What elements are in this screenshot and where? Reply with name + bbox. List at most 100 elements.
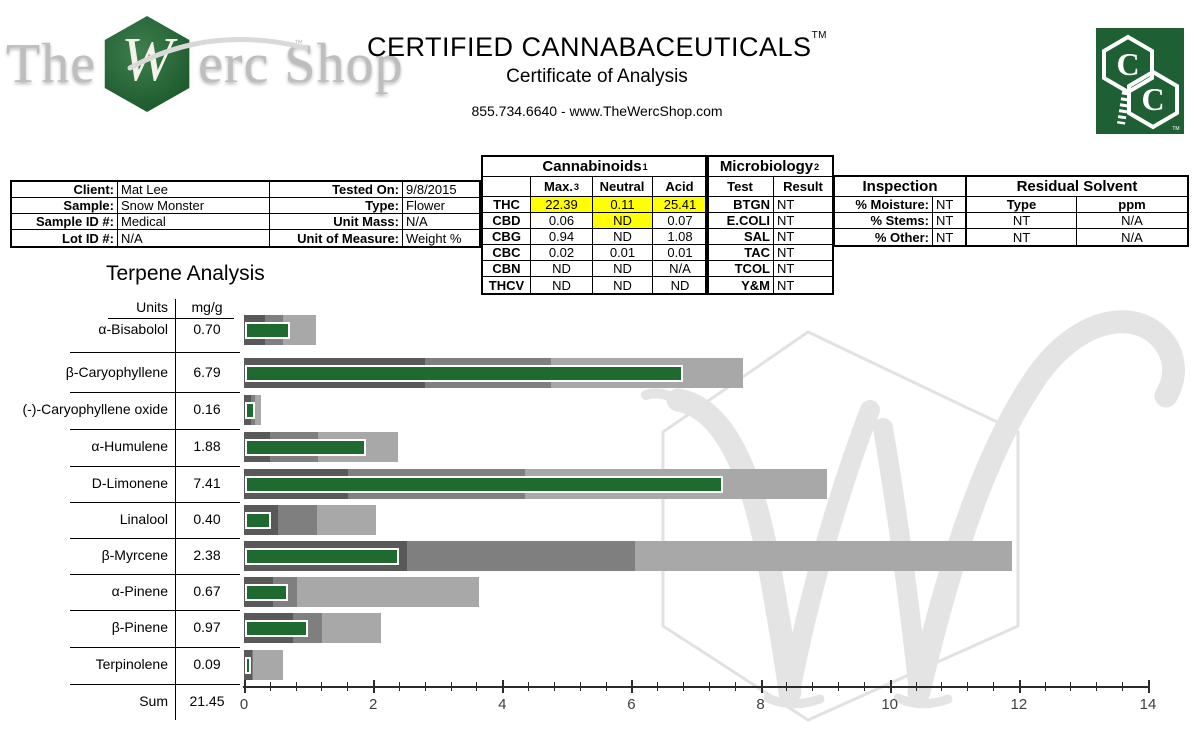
cc-letter-2: C — [1141, 81, 1164, 117]
bar-sample-value — [245, 439, 367, 456]
info-label: Type: — [270, 198, 403, 214]
axis-minor-tick — [347, 682, 349, 691]
terpene-label: Linalool — [119, 511, 168, 527]
cannabinoid-value: 0.94 — [531, 229, 593, 245]
axis-tick-label: 6 — [627, 696, 636, 713]
terpene-sum-label: Sum — [139, 693, 168, 709]
cannabinoid-value: ND — [593, 229, 653, 245]
cannabinoid-value: 1.08 — [653, 229, 707, 245]
terpene-row-line — [70, 610, 240, 611]
terpene-label: α-Humulene — [91, 438, 168, 454]
info-label: Lot ID #: — [12, 230, 118, 246]
microbiology-result: NT — [774, 229, 832, 245]
bar-range-light — [254, 395, 261, 425]
terpene-row-line — [70, 352, 240, 353]
terpene-sum-value: 21.45 — [189, 693, 225, 709]
document-title: CERTIFIED CANNABACEUTICALSTM — [297, 30, 897, 63]
contact-line: 855.734.6640 - www.TheWercShop.com — [471, 103, 723, 119]
terpene-row-line — [70, 429, 240, 430]
terpene-value: 0.09 — [193, 656, 221, 672]
axis-minor-tick — [321, 682, 323, 691]
axis-major-tick — [889, 680, 892, 693]
axis-minor-tick — [657, 682, 659, 691]
axis-minor-tick — [786, 682, 788, 691]
terpene-label: β-Myrcene — [101, 547, 168, 563]
bar-range-mid — [277, 505, 317, 535]
axis-minor-tick — [734, 682, 736, 691]
cannabinoid-name: CBG — [483, 229, 531, 245]
axis-minor-tick — [295, 682, 297, 691]
info-value: Weight % — [406, 230, 462, 246]
inspection-table: Inspection% Moisture: NT% Stems: NT% Other… — [833, 175, 967, 247]
info-value: Snow Monster — [118, 198, 270, 214]
info-value: Medical — [118, 214, 270, 230]
axis-major-tick — [631, 680, 634, 693]
axis-minor-tick — [812, 682, 814, 691]
terpene-table-divider — [175, 299, 176, 720]
info-value: 9/8/2015 — [403, 182, 479, 198]
inspection-value: NT — [933, 197, 965, 213]
axis-major-tick — [373, 680, 376, 693]
terpene-label: α-Pinene — [111, 583, 168, 599]
axis-minor-tick — [967, 682, 969, 691]
inspection-label: % Stems: — [835, 213, 933, 229]
info-label: Unit Mass: — [270, 214, 403, 230]
bar-sample-value — [245, 322, 291, 339]
cannabinoid-name: CBN — [483, 261, 531, 277]
axis-minor-tick — [553, 682, 555, 691]
residual-ppm-value: N/A — [1121, 229, 1143, 245]
axis-tick-label: 12 — [1010, 696, 1028, 713]
cannabinoids-title: Cannabinoids 1 — [483, 157, 707, 177]
inspection-label: % Other: — [835, 229, 933, 245]
terpene-label: β-Pinene — [111, 619, 168, 635]
terpene-label: β-Caryophyllene — [65, 364, 168, 380]
info-label: Sample: — [12, 198, 118, 214]
terpene-value: 6.79 — [193, 364, 221, 380]
microbiology-test: BTGN — [707, 197, 774, 213]
axis-minor-tick — [1044, 682, 1046, 691]
axis-minor-tick — [1096, 682, 1098, 691]
terpene-label: D-Limonene — [91, 475, 168, 491]
terpene-value: 0.16 — [193, 401, 221, 417]
axis-minor-tick — [1070, 682, 1072, 691]
cannabinoid-value: 0.01 — [593, 245, 653, 261]
cc-hexagon-2 — [1127, 69, 1179, 130]
cannabinoids-col-header: Max. 3 — [531, 177, 593, 197]
document-header: CERTIFIED CANNABACEUTICALSTM Certificate… — [297, 30, 897, 119]
terpene-row-line — [70, 647, 240, 648]
axis-tick-label: 14 — [1139, 696, 1157, 713]
microbiology-col-header: Result — [774, 177, 832, 197]
bar-range-mid — [251, 650, 254, 680]
logo-text-rest: erc Shop — [198, 33, 404, 95]
cc-letter-1: C — [1116, 46, 1139, 82]
axis-tick-label: 2 — [368, 696, 378, 713]
bar-sample-value — [245, 476, 724, 493]
residual-col-header: Type — [967, 197, 1077, 213]
residual-ppm-value: N/A — [1077, 213, 1187, 229]
inspection-value: NT — [936, 229, 954, 245]
bar-range-light — [296, 577, 480, 607]
residual-solvent-table: Residual Solvent Type ppm NT N/A NT N/A — [965, 175, 1189, 247]
cannabinoid-value: 0.11 — [593, 197, 653, 213]
cannabinoid-value: 22.39 — [531, 197, 593, 213]
microbiology-test: SAL — [707, 229, 774, 245]
axis-minor-tick — [579, 682, 581, 691]
watermark-hexagon — [661, 330, 1020, 722]
cc-logo: C C TM — [1096, 28, 1184, 134]
cannabinoid-value: ND — [593, 213, 653, 229]
axis-major-tick — [502, 680, 505, 693]
axis-minor-tick — [863, 682, 865, 691]
axis-minor-tick — [476, 682, 478, 691]
axis-major-tick — [1018, 680, 1021, 693]
terpene-label: Terpinolene — [95, 656, 168, 672]
cannabinoid-name: CBC — [483, 245, 531, 261]
axis-major-tick — [244, 680, 246, 693]
microbiology-table: Microbiology 2 Test Result BTGN NT E.COLI NT SAL… — [705, 155, 834, 295]
cannabinoid-value: ND — [670, 277, 690, 293]
info-value: N/A — [118, 230, 270, 246]
cannabinoid-name: CBD — [483, 213, 531, 229]
inspection-value: NT — [933, 213, 965, 229]
werc-shop-logo: The W erc Shop ™ — [6, 8, 404, 120]
info-value: N/A — [403, 214, 479, 230]
